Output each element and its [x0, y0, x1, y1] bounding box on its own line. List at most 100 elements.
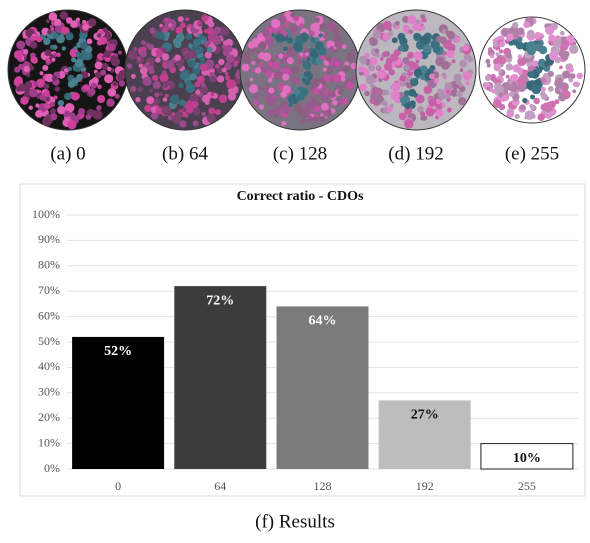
- plate-dot: [441, 103, 446, 108]
- plate-dot: [407, 15, 416, 24]
- plate-dot: [298, 55, 302, 59]
- plate-dot: [485, 75, 491, 81]
- plate-caption: (a) 0: [50, 143, 85, 164]
- plate-dot: [496, 52, 500, 56]
- plate-dot: [51, 27, 55, 31]
- plate-dot: [414, 69, 423, 78]
- plate-dot: [146, 62, 150, 66]
- plate-dot: [311, 31, 315, 35]
- plate-dot: [80, 42, 88, 50]
- y-tick-label: 90%: [38, 232, 60, 246]
- y-tick-label: 70%: [38, 283, 60, 297]
- plate-dot: [74, 46, 78, 50]
- plate-dot: [564, 85, 568, 89]
- plate-dot: [404, 30, 408, 34]
- plate-dot: [387, 106, 393, 112]
- plate-dot: [535, 43, 542, 50]
- y-tick-label: 50%: [38, 334, 60, 348]
- plate-dot: [50, 102, 55, 107]
- plate-dot: [197, 21, 201, 25]
- plate-dot: [188, 60, 196, 68]
- value-label: 27%: [411, 408, 439, 423]
- plate-dot: [225, 45, 233, 53]
- plate-dot: [431, 42, 437, 48]
- plate-dot: [434, 49, 438, 53]
- plate-dot: [159, 27, 163, 31]
- plate-dot: [268, 109, 276, 117]
- plate-dot: [29, 89, 38, 98]
- plate-dot: [42, 65, 48, 71]
- plate-dot: [201, 83, 206, 88]
- plate-dot: [162, 53, 169, 60]
- plate-dot: [84, 52, 90, 58]
- plates: [8, 10, 585, 130]
- plate-dot: [150, 27, 156, 33]
- plate-dot: [251, 68, 255, 72]
- plate-dot: [88, 18, 96, 26]
- plate-dot: [262, 87, 266, 91]
- plate-dot: [104, 50, 111, 57]
- plate-dot: [435, 57, 444, 66]
- plate-dot: [161, 35, 166, 40]
- plate-dot: [24, 66, 30, 72]
- plate-dot: [31, 36, 36, 41]
- plate-dot: [455, 37, 461, 43]
- plate-dot: [27, 74, 31, 78]
- plate-dot: [144, 105, 151, 112]
- plate-dot: [76, 52, 81, 57]
- plate-dot: [209, 76, 216, 83]
- plate-dot: [65, 32, 73, 40]
- plate-dot: [170, 95, 179, 104]
- plate-dot: [97, 85, 102, 90]
- plate-dot: [334, 35, 342, 43]
- plate-dot: [77, 68, 81, 72]
- plate-dot: [447, 50, 455, 58]
- plate-dot: [91, 83, 97, 89]
- plate-dot: [50, 45, 55, 50]
- x-tick-label: 128: [314, 479, 332, 493]
- plate-dot: [57, 106, 66, 115]
- plate-dot: [197, 34, 201, 38]
- plate-dot: [563, 40, 569, 46]
- plate-dot: [310, 78, 319, 87]
- plate-dot: [405, 103, 411, 109]
- plate-dot: [14, 50, 23, 59]
- plate-dot: [465, 81, 469, 85]
- plate-dot: [397, 33, 405, 41]
- plate-dot: [283, 47, 288, 52]
- plate-dot: [402, 57, 409, 64]
- plate-dot: [226, 54, 235, 63]
- plate-dot: [544, 61, 550, 67]
- plate-dot: [291, 94, 296, 99]
- plate-dot: [531, 105, 536, 110]
- plate-dot: [508, 40, 513, 45]
- plate-dot: [541, 104, 548, 111]
- x-tick-label: 255: [518, 479, 536, 493]
- plate: [8, 10, 128, 130]
- plate-dot: [303, 61, 311, 69]
- plate-dot: [540, 91, 546, 97]
- plate-dot: [84, 85, 90, 91]
- plate-dot: [162, 106, 172, 116]
- plate-dot: [152, 75, 158, 81]
- plate-dot: [94, 78, 98, 82]
- plate-dot: [164, 18, 168, 22]
- plate-dot: [86, 114, 92, 120]
- plate-dot: [107, 67, 111, 71]
- plate-dot: [444, 82, 452, 90]
- plate-dot: [58, 100, 64, 106]
- plate-dot: [149, 68, 155, 74]
- plate-dot: [545, 112, 552, 119]
- figure-caption: (f) Results: [255, 511, 335, 532]
- plate-dot: [366, 62, 370, 66]
- plate-dot: [341, 97, 348, 104]
- plate-dot: [35, 103, 39, 107]
- plate-dot: [43, 83, 49, 89]
- plate-dot: [467, 56, 473, 62]
- plate-dot: [104, 74, 113, 83]
- plate-dot: [416, 20, 420, 24]
- plate-dot: [287, 37, 293, 43]
- plate-dot: [456, 91, 463, 98]
- plate-dot: [398, 45, 404, 51]
- plate-dot: [388, 31, 394, 37]
